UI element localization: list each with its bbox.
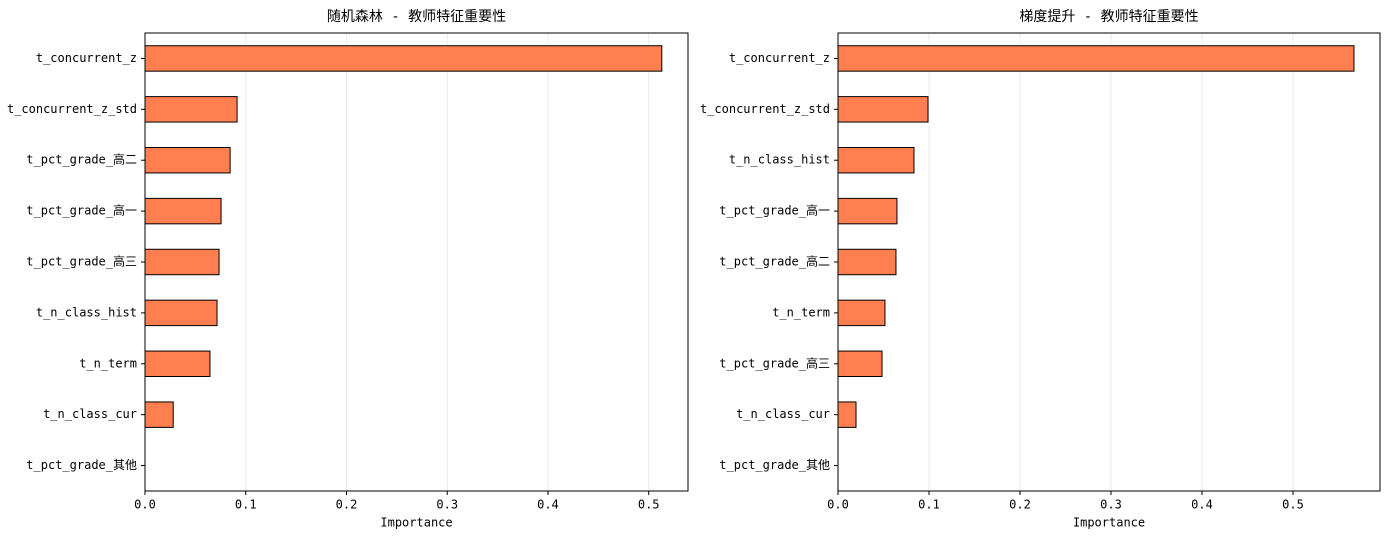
x-tick-label: 0.0 — [134, 498, 156, 512]
bar — [144, 45, 663, 72]
bar — [837, 197, 898, 225]
bar — [144, 401, 174, 428]
bar — [144, 197, 222, 225]
x-tick-label: 0.4 — [1191, 498, 1213, 512]
bar — [837, 248, 897, 276]
y-tick-label: t_n_term — [772, 305, 830, 319]
x-tick-label: 0.2 — [1009, 498, 1031, 512]
bar — [837, 147, 915, 174]
bar — [837, 401, 857, 428]
y-tick-label: t_pct_grade_其他 — [26, 458, 137, 472]
bar — [144, 96, 238, 123]
x-tick-label: 0.5 — [638, 498, 660, 512]
bar — [144, 299, 218, 327]
y-tick-label: t_pct_grade_高二 — [719, 254, 830, 269]
plot-frame — [837, 32, 1381, 492]
x-tick-label: 0.4 — [537, 498, 559, 512]
y-tick-label: t_n_class_hist — [729, 153, 830, 167]
y-tick-label: t_pct_grade_高一 — [719, 203, 830, 218]
y-tick-label: t_pct_grade_其他 — [719, 458, 830, 472]
y-tick-label: t_pct_grade_高二 — [26, 152, 137, 167]
y-tick-label: t_concurrent_z_std — [7, 102, 137, 116]
x-tick-label: 0.3 — [1100, 498, 1122, 512]
bar — [837, 96, 929, 123]
x-axis-label: Importance — [380, 516, 452, 530]
chart-title: 梯度提升 - 教师特征重要性 — [1019, 9, 1198, 25]
bar — [144, 147, 231, 174]
x-tick-label: 0.5 — [1282, 498, 1304, 512]
x-tick-label: 0.1 — [235, 498, 257, 512]
y-tick-label: t_concurrent_z_std — [700, 102, 830, 116]
y-tick-label: t_concurrent_z — [36, 51, 137, 65]
x-axis-label: Importance — [1073, 516, 1145, 530]
y-tick-label: t_n_class_hist — [36, 305, 137, 319]
bar — [837, 45, 1355, 72]
bar — [837, 350, 883, 377]
y-tick-label: t_pct_grade_高三 — [26, 254, 137, 269]
bar — [837, 299, 886, 327]
y-tick-label: t_n_class_cur — [43, 407, 137, 421]
x-tick-label: 0.0 — [827, 498, 849, 512]
y-tick-label: t_pct_grade_高三 — [719, 355, 830, 370]
y-tick-label: t_concurrent_z — [729, 51, 830, 65]
y-tick-label: t_n_class_cur — [736, 407, 830, 421]
x-tick-label: 0.2 — [336, 498, 358, 512]
x-tick-label: 0.3 — [436, 498, 458, 512]
x-tick-label: 0.1 — [918, 498, 940, 512]
bar — [144, 350, 211, 377]
plot-frame — [144, 32, 689, 492]
chart-title: 随机森林 - 教师特征重要性 — [327, 9, 506, 25]
y-tick-label: t_n_term — [79, 356, 137, 370]
y-tick-label: t_pct_grade_高一 — [26, 203, 137, 218]
bar — [144, 248, 220, 276]
